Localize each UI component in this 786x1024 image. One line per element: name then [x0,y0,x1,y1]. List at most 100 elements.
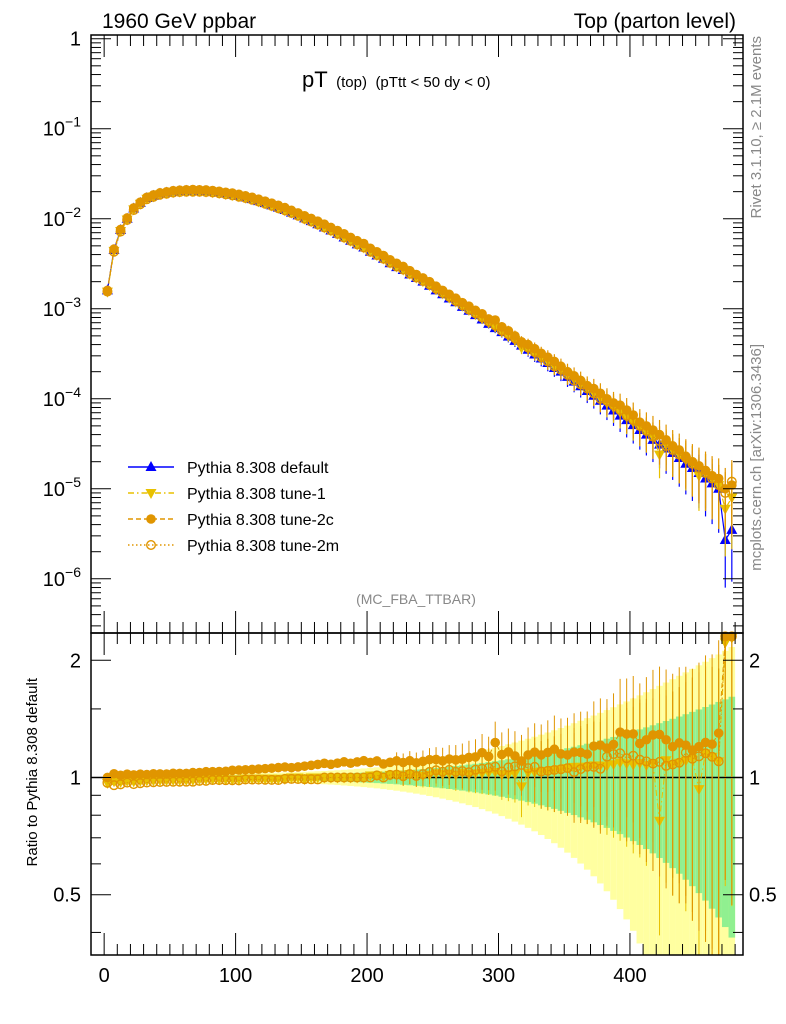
data-point [700,467,711,478]
data-point [293,210,304,221]
ratio-uncertainty-bands [91,647,743,955]
ratio-point [542,765,553,776]
data-point [155,189,166,200]
data-point [680,452,691,463]
y-tick-label: 10−2 [43,204,81,231]
ratio-point [483,762,494,773]
plot-title-sub1: (top) [336,74,367,91]
analysis-watermark: (MC_FBA_TTBAR) [356,591,476,607]
ratio-point [233,775,244,786]
ratio-point [595,763,606,774]
ratio-point [608,749,619,760]
ratio-point [312,774,323,785]
data-point [247,194,258,205]
ratio-point [582,761,593,772]
data-point [115,226,126,237]
y-tick-label: 10−1 [43,114,81,141]
ratio-point [306,774,317,785]
ratio-point [187,776,198,787]
series-line [106,188,733,490]
y-tick-label: 10−6 [43,564,81,591]
legend: Pythia 8.308 default Pythia 8.308 tune-1 P… [128,460,339,555]
data-point [628,415,639,426]
series-line [106,191,733,494]
data-point [227,190,238,201]
data-point [654,435,665,446]
ratio-point [155,776,166,787]
ratio-point [529,761,540,772]
data-point [608,400,619,411]
data-point [122,214,133,225]
ratio-point [509,761,520,772]
ratio-point [161,776,172,787]
ratio-point [135,778,146,789]
x-tick-label: 0 [99,965,110,987]
ratio-ylabel: Ratio to Pythia 8.308 default [24,677,41,866]
data-point [312,219,323,230]
data-point [174,187,185,198]
legend-marker [145,489,157,499]
ratio-point [588,761,599,772]
ratio-y-tick-label-right: 1 [749,767,760,789]
ratio-point [661,760,672,771]
data-point [523,342,534,353]
main-series [101,184,738,588]
ratio-point [391,769,402,780]
ratio-point [266,774,277,785]
data-point [542,356,553,367]
ratio-point [634,754,645,765]
data-point [233,191,244,202]
legend-label: Pythia 8.308 tune-2m [187,538,339,555]
data-point [713,480,724,491]
ratio-point [536,766,547,777]
ratio-point [477,763,488,774]
ratio-frame [90,632,744,956]
data-point [266,200,277,211]
data-point [135,199,146,210]
ratio-point [444,764,455,775]
ratio-point [319,772,330,783]
data-point [641,425,652,436]
ratio-point [726,631,737,642]
ratio-point [687,753,698,764]
ratio-point [365,772,376,783]
data-point [187,186,198,197]
ratio-point [247,774,258,785]
data-point [707,473,718,484]
ratio-point [345,772,356,783]
data-point [109,246,120,257]
ratio-point [201,775,212,786]
data-point [595,393,606,404]
data-point [240,193,251,204]
ratio-point [417,769,428,780]
data-point [161,188,172,199]
data-point [726,476,737,487]
plot-title-sub2: (pTtt < 50 dy < 0) [375,74,490,91]
legend-marker [146,514,156,524]
data-point [582,383,593,394]
data-point [562,369,573,380]
ratio-point [371,770,382,781]
ratio-point [523,763,534,774]
data-point [555,364,566,375]
series-2 [102,184,737,537]
y-tick-label: 10−5 [43,474,81,501]
legend-label: Pythia 8.308 tune-1 [187,486,326,503]
ratio-point [293,774,304,785]
series-3 [102,186,737,541]
x-tick-label: 100 [219,965,252,987]
data-point [588,388,599,399]
ratio-point [168,776,179,787]
ratio-point [674,757,685,768]
ratio-points [101,631,738,955]
data-point [102,286,113,297]
data-point [667,444,678,455]
data-point [109,244,119,254]
ratio-point [286,773,297,784]
ratio-point [279,773,290,784]
plot-title: pT (top) (pTtt < 50 dy < 0) [302,67,491,92]
ratio-point [194,775,205,786]
ratio-point [398,771,409,782]
ratio-point [411,770,422,781]
